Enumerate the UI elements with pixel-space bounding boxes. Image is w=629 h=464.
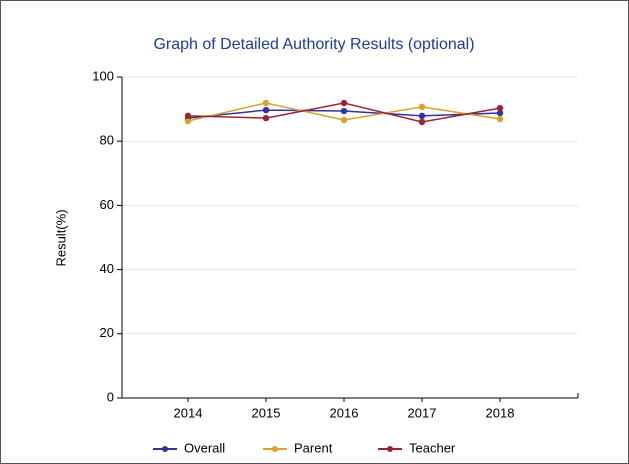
x-tick-label: 2015: [252, 405, 281, 420]
y-tick-label: 80: [100, 133, 114, 148]
point: [262, 114, 270, 122]
legend-marker: [272, 446, 278, 452]
point: [418, 112, 426, 120]
point: [418, 118, 426, 126]
legend-label: Teacher: [409, 440, 456, 455]
x-tick-label: 2017: [408, 405, 437, 420]
point: [496, 115, 504, 123]
point: [496, 109, 504, 117]
legend-label: Overall: [184, 440, 225, 455]
point: [184, 112, 192, 120]
y-tick-label: 20: [100, 325, 114, 340]
x-tick-label: 2018: [486, 405, 515, 420]
point: [340, 99, 348, 107]
point: [418, 103, 426, 111]
legend-label: Parent: [294, 440, 333, 455]
y-axis-label: Result(%): [53, 209, 68, 266]
y-tick-label: 40: [100, 261, 114, 276]
x-tick-label: 2014: [174, 405, 203, 420]
y-tick-label: 100: [92, 68, 114, 83]
x-tick-label: 2016: [330, 405, 359, 420]
point: [340, 107, 348, 115]
point: [262, 106, 270, 114]
y-tick-label: 0: [107, 389, 114, 404]
chart-title: Graph of Detailed Authority Results (opt…: [153, 36, 474, 53]
legend-marker: [162, 446, 168, 452]
point: [262, 99, 270, 107]
point: [496, 104, 504, 112]
point: [340, 116, 348, 124]
y-tick-label: 60: [100, 197, 114, 212]
point: [184, 117, 192, 125]
legend-marker: [387, 446, 393, 452]
